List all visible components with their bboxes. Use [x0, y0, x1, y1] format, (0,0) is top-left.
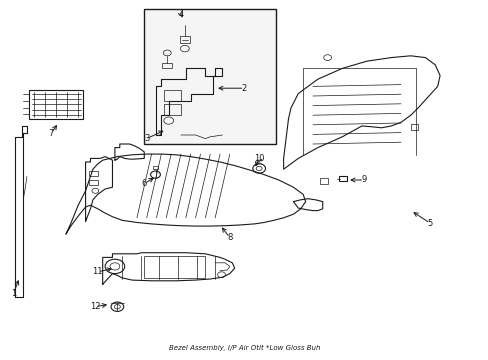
- Text: 4: 4: [178, 10, 183, 19]
- Text: 12: 12: [90, 302, 101, 311]
- Text: 7: 7: [49, 129, 54, 138]
- Text: 8: 8: [227, 233, 232, 242]
- Text: 10: 10: [253, 154, 264, 163]
- Text: 1: 1: [11, 289, 16, 298]
- Text: 11: 11: [92, 267, 103, 276]
- Text: 6: 6: [142, 179, 146, 188]
- Text: 9: 9: [361, 175, 366, 184]
- Bar: [144, 9, 276, 144]
- Text: 3: 3: [144, 134, 149, 143]
- Text: 5: 5: [427, 219, 432, 228]
- Text: Bezel Assembly, I/P Air Otlt *Low Gloss Buh: Bezel Assembly, I/P Air Otlt *Low Gloss …: [168, 345, 320, 351]
- Text: 2: 2: [242, 84, 246, 93]
